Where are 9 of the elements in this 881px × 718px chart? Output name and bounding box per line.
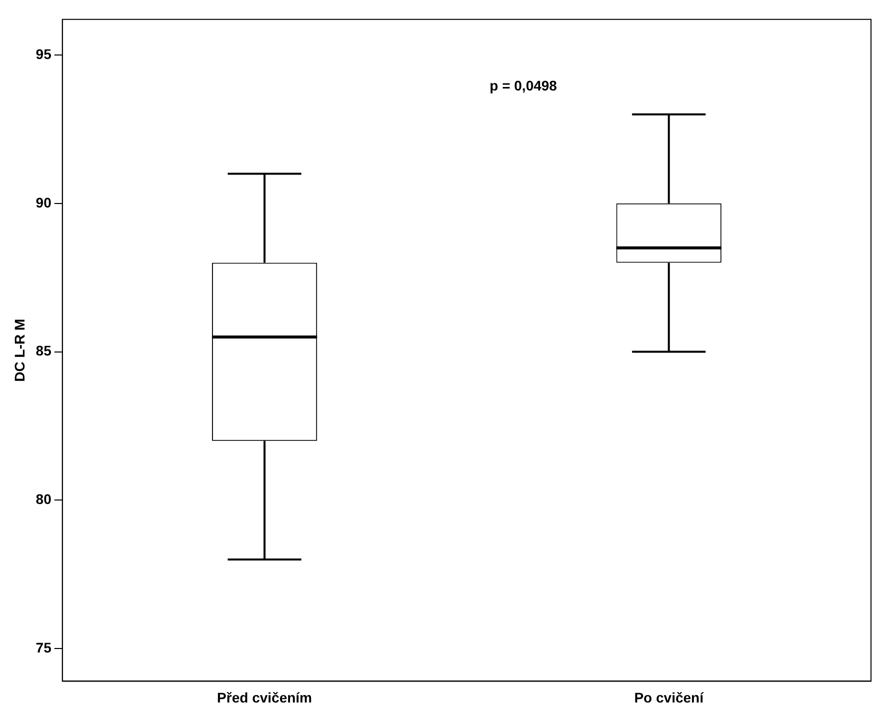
annotation: p = 0,0498 — [490, 77, 558, 94]
y-tick-label: 95 — [36, 46, 52, 62]
x-tick-label: Před cvičením — [217, 689, 312, 706]
y-tick-label: 90 — [36, 194, 52, 210]
y-tick-label: 75 — [36, 639, 52, 656]
y-axis-title: DC L-R M — [11, 318, 28, 382]
y-tick-label: 80 — [36, 491, 52, 508]
x-tick-label: Po cvičení — [634, 689, 705, 706]
y-tick-label: 85 — [36, 342, 52, 359]
